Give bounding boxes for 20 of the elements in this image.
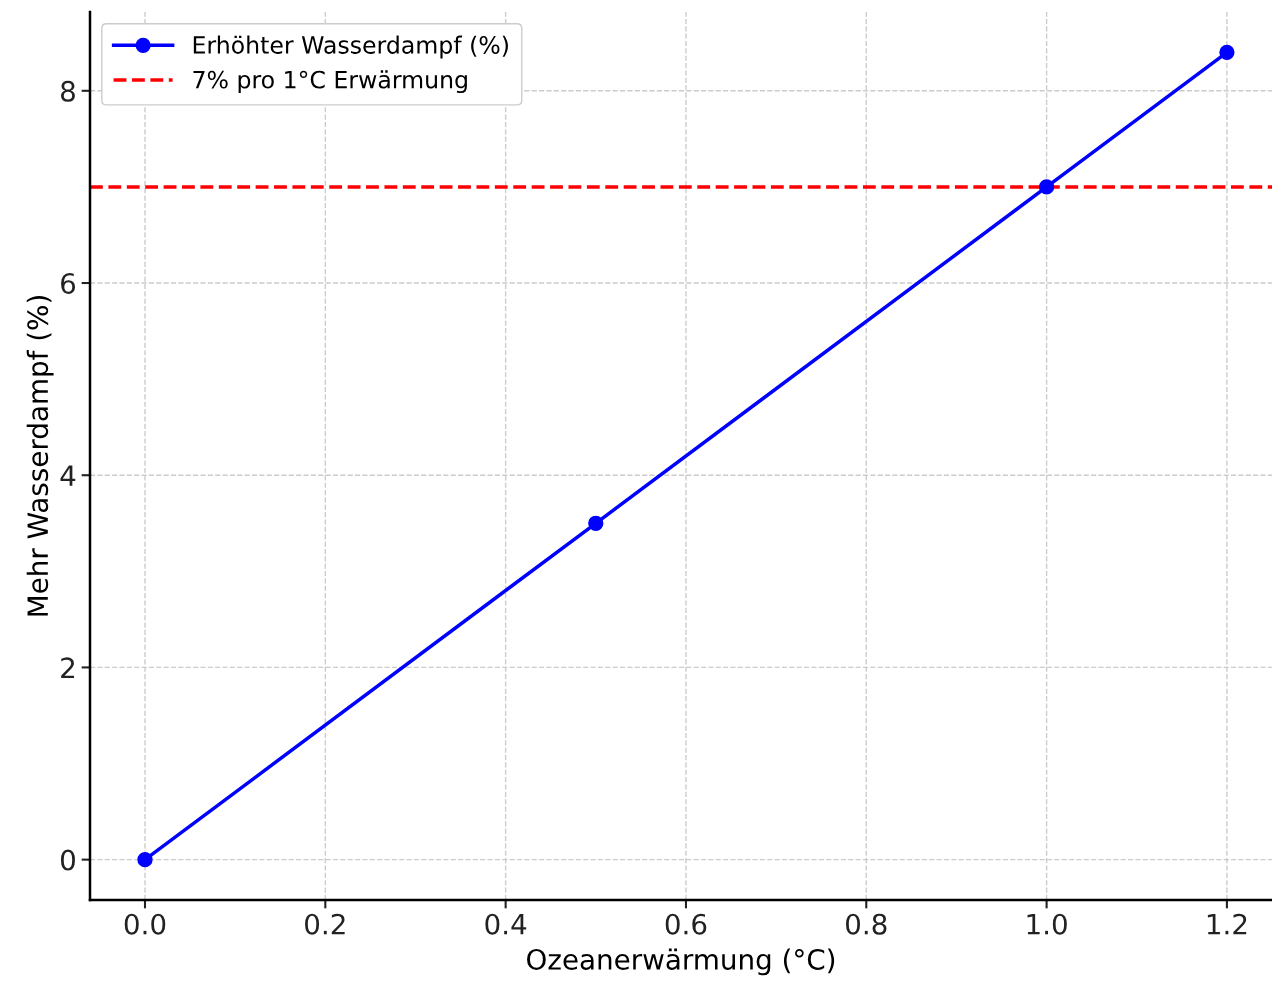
y-axis-title: Mehr Wasserdampf (%) bbox=[26, 296, 54, 616]
point bbox=[1219, 44, 1235, 61]
y-tick-label: 4 bbox=[60, 465, 76, 486]
y-tick-label: 0 bbox=[60, 849, 75, 871]
point bbox=[137, 851, 153, 868]
x-tick-label: 1.2 bbox=[1207, 913, 1247, 935]
x-tick-label: 0.0 bbox=[124, 913, 166, 935]
x-tick-label: 1.0 bbox=[1027, 913, 1067, 935]
y-tick-label: 2 bbox=[61, 657, 75, 678]
y-tick-label: 8 bbox=[61, 80, 75, 102]
x-axis-title: Ozeanerwärmung (°C) bbox=[527, 948, 835, 976]
point bbox=[1038, 179, 1055, 195]
point bbox=[588, 515, 604, 531]
x-tick-label: 0.4 bbox=[485, 913, 527, 935]
legend-label: 7% pro 1°C Erwärmung bbox=[193, 70, 467, 94]
legend-label: Erhöhter Wasserdampf (%) bbox=[193, 35, 508, 59]
y-tick-label: 6 bbox=[61, 272, 76, 294]
x-tick-label: 0.2 bbox=[305, 913, 345, 935]
x-tick-label: 0.8 bbox=[846, 913, 887, 935]
x-tick-label: 0.6 bbox=[665, 913, 707, 935]
